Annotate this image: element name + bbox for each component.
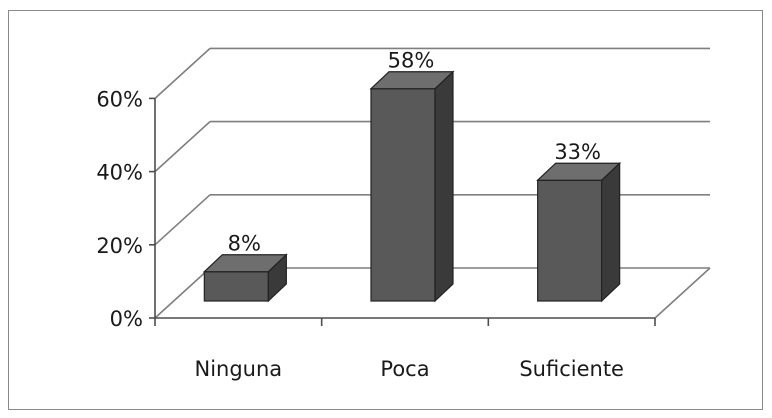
gridline-diagonal-40 (154, 121, 211, 173)
bar-top (202, 254, 288, 273)
chart-axes (149, 97, 656, 326)
bar-suficiente (536, 161, 622, 303)
y-tick-labels: 0% 20% 40% 60% (96, 87, 143, 331)
bar-top (369, 71, 455, 90)
gridline-diagonal-20 (154, 194, 211, 246)
bar-poca (369, 70, 455, 303)
gridline-diagonal-60 (154, 47, 211, 99)
data-labels: 8% 58% 33% (228, 49, 601, 256)
category-label: Poca (380, 357, 429, 381)
bar-side (434, 70, 454, 303)
bar-front (203, 271, 269, 302)
bar-side (601, 161, 621, 303)
chart-grid (154, 47, 711, 319)
bar-top (536, 162, 622, 181)
y-tick-label: 20% (96, 234, 143, 258)
bar-front (537, 179, 603, 302)
category-label: Ninguna (194, 357, 282, 381)
bar-ninguna (202, 253, 288, 303)
gridline-diagonal-0 (154, 267, 211, 319)
data-label: 33% (554, 140, 601, 164)
floor-right-edge (654, 267, 711, 319)
y-tick-label: 0% (110, 307, 143, 331)
category-label: Suficiente (519, 357, 624, 381)
data-label: 58% (388, 49, 435, 73)
category-labels: Ninguna Poca Suficiente (194, 357, 623, 381)
bar-front (370, 88, 436, 302)
y-tick-label: 40% (96, 161, 143, 185)
y-tick-label: 60% (96, 87, 143, 111)
data-label: 8% (228, 232, 261, 256)
chart-bars (202, 70, 622, 303)
